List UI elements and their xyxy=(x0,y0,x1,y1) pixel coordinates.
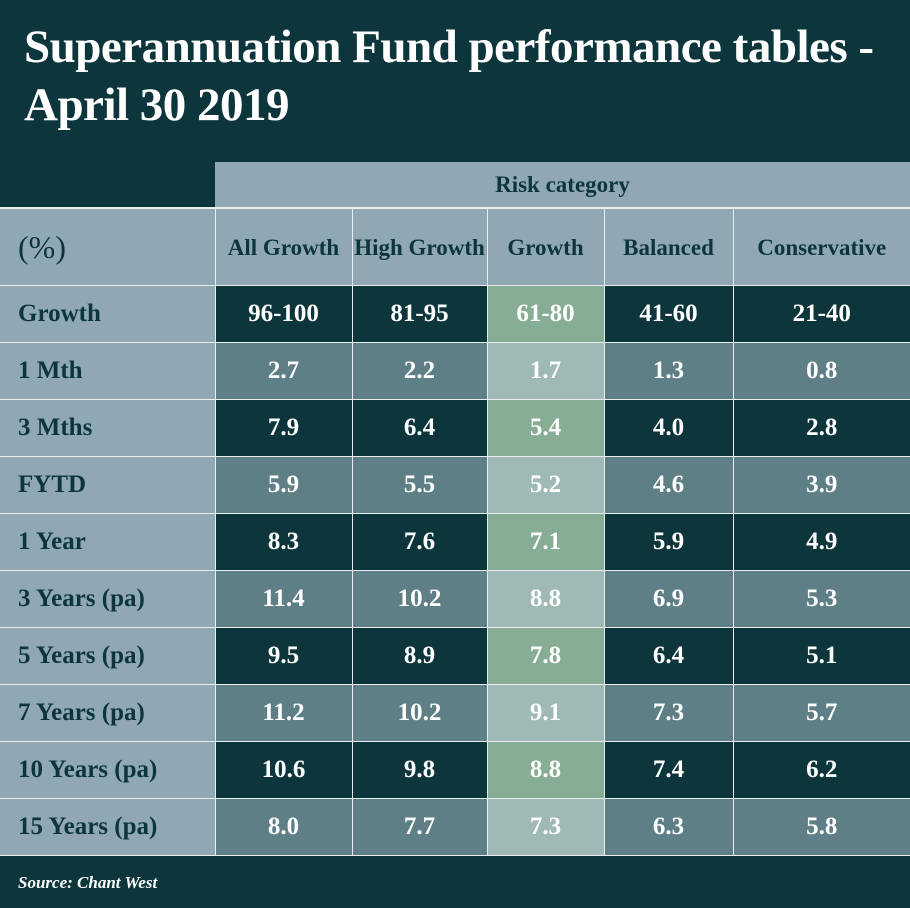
units-label: (%) xyxy=(0,207,216,286)
table-cell: 9.1 xyxy=(486,684,605,742)
table-cell: 3.9 xyxy=(732,456,910,514)
table-cell: 7.3 xyxy=(603,684,734,742)
table-cell: 8.3 xyxy=(214,513,353,571)
column-header: Balanced xyxy=(603,207,734,286)
table-cell: 1.7 xyxy=(486,342,605,400)
source-note: Source: Chant West xyxy=(18,873,158,892)
table-row: 1 Mth 2.7 2.2 1.7 1.3 0.8 xyxy=(0,342,910,400)
risk-category-header: Risk category xyxy=(215,162,910,207)
table-row: Growth 96-100 81-95 61-80 41-60 21-40 xyxy=(0,285,910,343)
row-label: 7 Years (pa) xyxy=(0,684,216,742)
table-cell: 2.7 xyxy=(214,342,353,400)
row-label: Growth xyxy=(0,285,216,343)
table-cell: 10.6 xyxy=(214,741,353,799)
table-cell: 5.3 xyxy=(732,570,910,628)
table-cell: 7.6 xyxy=(351,513,488,571)
row-label: 3 Mths xyxy=(0,399,216,457)
row-label: 1 Mth xyxy=(0,342,216,400)
table-cell: 6.4 xyxy=(351,399,488,457)
table-cell: 11.4 xyxy=(214,570,353,628)
table-cell: 6.2 xyxy=(732,741,910,799)
table-cell: 8.0 xyxy=(214,798,353,856)
table-cell: 96-100 xyxy=(214,285,353,343)
row-label: 10 Years (pa) xyxy=(0,741,216,799)
table-row: 10 Years (pa) 10.6 9.8 8.8 7.4 6.2 xyxy=(0,741,910,799)
row-label: 1 Year xyxy=(0,513,216,571)
table-cell: 7.4 xyxy=(603,741,734,799)
table-row: 15 Years (pa) 8.0 7.7 7.3 6.3 5.8 xyxy=(0,798,910,856)
column-header: All Growth xyxy=(214,207,353,286)
column-header: High Growth xyxy=(351,207,488,286)
table-row: FYTD 5.9 5.5 5.2 4.6 3.9 xyxy=(0,456,910,514)
table-row: 5 Years (pa) 9.5 8.9 7.8 6.4 5.1 xyxy=(0,627,910,685)
column-header: Growth xyxy=(486,207,605,286)
column-header-row: (%) All Growth High Growth Growth Balanced Co… xyxy=(0,207,910,286)
table-cell: 9.5 xyxy=(214,627,353,685)
table-cell: 41-60 xyxy=(603,285,734,343)
table-cell: 11.2 xyxy=(214,684,353,742)
table-cell: 2.2 xyxy=(351,342,488,400)
table-cell: 5.1 xyxy=(732,627,910,685)
table-cell: 1.3 xyxy=(603,342,734,400)
table-cell: 21-40 xyxy=(732,285,910,343)
table-cell: 10.2 xyxy=(351,570,488,628)
table-cell: 7.1 xyxy=(486,513,605,571)
table-cell: 6.4 xyxy=(603,627,734,685)
row-label: FYTD xyxy=(0,456,216,514)
table-cell: 5.9 xyxy=(214,456,353,514)
row-label: 15 Years (pa) xyxy=(0,798,216,856)
row-label: 3 Years (pa) xyxy=(0,570,216,628)
table-cell: 5.5 xyxy=(351,456,488,514)
table-row: 1 Year 8.3 7.6 7.1 5.9 4.9 xyxy=(0,513,910,571)
table-cell: 7.9 xyxy=(214,399,353,457)
table-cell: 4.0 xyxy=(603,399,734,457)
table-cell: 81-95 xyxy=(351,285,488,343)
table-cell: 5.2 xyxy=(486,456,605,514)
table-cell: 5.8 xyxy=(732,798,910,856)
table-cell: 7.8 xyxy=(486,627,605,685)
column-header: Conservative xyxy=(732,207,910,286)
table-cell: 8.9 xyxy=(351,627,488,685)
table-cell: 0.8 xyxy=(732,342,910,400)
table-cell: 9.8 xyxy=(351,741,488,799)
table-cell: 4.9 xyxy=(732,513,910,571)
table-cell: 8.8 xyxy=(486,570,605,628)
table-cell: 5.4 xyxy=(486,399,605,457)
table-cell: 6.9 xyxy=(603,570,734,628)
table-row: 3 Years (pa) 11.4 10.2 8.8 6.9 5.3 xyxy=(0,570,910,628)
table-cell: 5.7 xyxy=(732,684,910,742)
table-cell: 5.9 xyxy=(603,513,734,571)
table-cell: 8.8 xyxy=(486,741,605,799)
table-cell: 2.8 xyxy=(732,399,910,457)
table-row: 3 Mths 7.9 6.4 5.4 4.0 2.8 xyxy=(0,399,910,457)
table-row: 7 Years (pa) 11.2 10.2 9.1 7.3 5.7 xyxy=(0,684,910,742)
row-label: 5 Years (pa) xyxy=(0,627,216,685)
table-cell: 61-80 xyxy=(486,285,605,343)
page-title: Superannuation Fund performance tables -… xyxy=(24,21,874,131)
table-cell: 6.3 xyxy=(603,798,734,856)
performance-table: (%) All Growth High Growth Growth Balanced Co… xyxy=(0,207,910,856)
table-cell: 10.2 xyxy=(351,684,488,742)
table-cell: 7.7 xyxy=(351,798,488,856)
table-cell: 7.3 xyxy=(486,798,605,856)
table-cell: 4.6 xyxy=(603,456,734,514)
